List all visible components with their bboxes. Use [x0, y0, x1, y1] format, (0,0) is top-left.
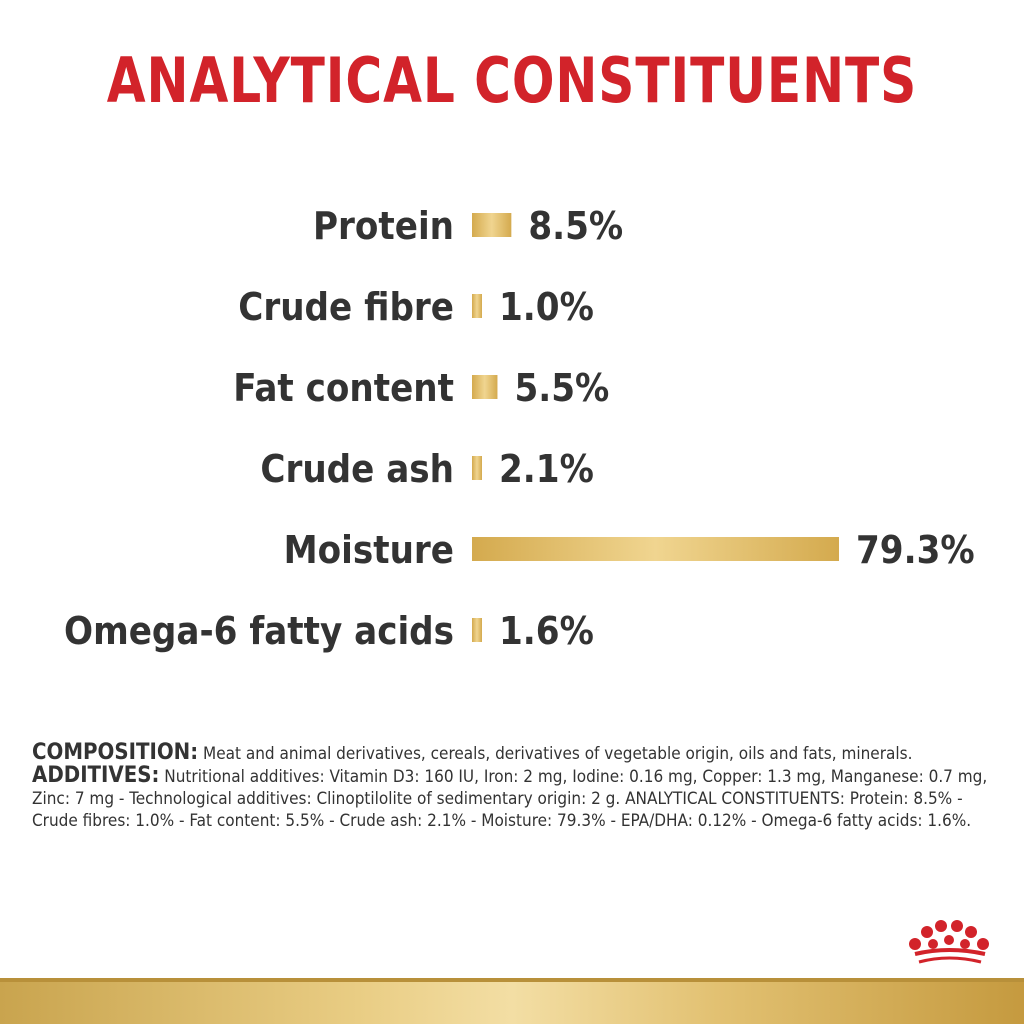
page-title: ANALYTICAL CONSTITUENTS [106, 44, 918, 117]
category-label: Fat content [233, 366, 454, 410]
category-label: Omega-6 fatty acids [64, 609, 454, 653]
crown-logo-icon [909, 920, 989, 964]
bar [472, 537, 839, 561]
bar [472, 375, 498, 399]
constituents-bar-chart: Protein 8.5% Crude fibre 1.0% Fat content 5.5… [64, 204, 975, 653]
category-label: Crude ash [260, 447, 454, 491]
value-label: 1.0% [499, 285, 594, 329]
bar [472, 213, 512, 237]
additives-label: ADDITIVES: [32, 763, 160, 788]
value-label: 5.5% [514, 366, 609, 410]
value-label: 8.5% [528, 204, 623, 248]
composition-text: Meat and animal derivatives, cereals, de… [198, 744, 913, 764]
additives-paragraph: ADDITIVES: Nutritional additives: Vitami… [32, 765, 992, 832]
additives-text: Nutritional additives: Vitamin D3: 160 I… [32, 767, 988, 831]
composition-block: COMPOSITION: Meat and animal derivatives… [32, 742, 992, 832]
composition-label: COMPOSITION: [32, 740, 199, 765]
value-label: 2.1% [499, 447, 594, 491]
category-label: Protein [313, 204, 454, 248]
value-label: 1.6% [499, 609, 594, 653]
bar [472, 294, 482, 318]
category-label: Crude fibre [238, 285, 454, 329]
bar [472, 618, 482, 642]
category-label: Moisture [284, 528, 454, 572]
footer-gold-band [0, 978, 1024, 1024]
value-label: 79.3% [856, 528, 975, 572]
composition-paragraph: COMPOSITION: Meat and animal derivatives… [32, 742, 992, 765]
bar [472, 456, 482, 480]
